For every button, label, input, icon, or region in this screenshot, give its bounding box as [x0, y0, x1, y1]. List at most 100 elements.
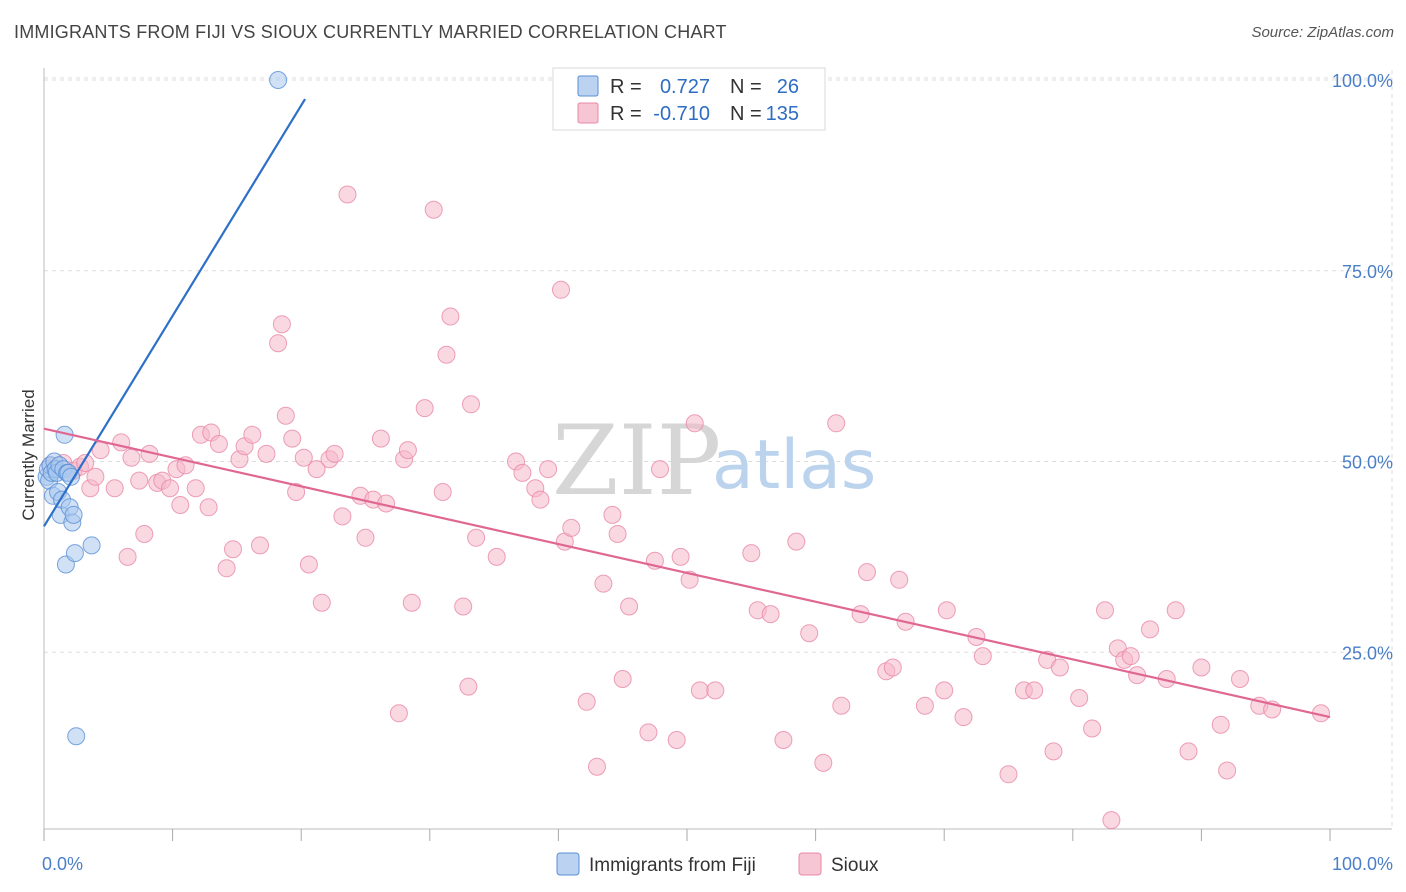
sioux-point-40	[307, 460, 326, 479]
sioux-point-35	[276, 406, 295, 425]
sioux-point-56	[424, 200, 443, 219]
sioux-point-63	[467, 528, 486, 547]
sioux-point-51	[389, 704, 408, 723]
legend-n-value-sioux: 135	[766, 103, 799, 125]
sioux-point-99	[858, 563, 876, 582]
sioux-point-96	[827, 414, 846, 433]
sioux-point-105	[935, 681, 954, 700]
sioux-point-116	[1070, 689, 1089, 707]
sioux-point-62	[462, 395, 480, 414]
sioux-point-72	[562, 518, 581, 537]
sioux-point-95	[814, 753, 833, 772]
sioux-point-82	[651, 460, 669, 479]
sioux-point-75	[594, 574, 613, 593]
fiji-trendline	[43, 98, 306, 527]
chart-source: Source: ZipAtlas.com	[1251, 24, 1394, 41]
sioux-point-59	[441, 307, 460, 326]
sioux-point-114	[1044, 742, 1063, 761]
watermark: ZIP atlas	[552, 405, 876, 517]
sioux-point-41	[312, 593, 331, 612]
sioux-point-97	[832, 696, 851, 715]
sioux-point-12	[130, 471, 149, 490]
sioux-point-70	[552, 280, 570, 299]
sioux-point-11	[122, 448, 141, 467]
sioux-point-49	[371, 429, 390, 448]
bottom-legend: Immigrants from Fiji Sioux	[556, 852, 879, 876]
bottom-legend-swatch-sioux	[798, 852, 822, 876]
y-axis-label: Currently Married	[19, 389, 38, 520]
legend-n-value-fiji: 26	[777, 76, 799, 98]
sioux-point-13	[135, 525, 154, 543]
legend: R = 0.727 N = 26 R = -0.710 N = 135	[552, 67, 826, 131]
sioux-point-92	[774, 731, 793, 749]
legend-n-label-fiji: N =	[730, 76, 762, 98]
y-tick-label-2: 75.0%	[1342, 262, 1393, 282]
sioux-point-119	[1102, 811, 1121, 830]
sioux-point-68	[531, 490, 550, 509]
sioux-point-36	[283, 429, 302, 448]
sioux-point-131	[1231, 670, 1249, 688]
sioux-point-84	[671, 547, 690, 566]
sioux-trendline	[43, 427, 1331, 719]
x-tick-label-0: 0.0%	[42, 854, 83, 874]
sioux-point-69	[539, 460, 558, 479]
sioux-point-43	[325, 444, 344, 463]
legend-r-label-fiji: R =	[610, 76, 642, 98]
sioux-point-126	[1166, 601, 1185, 620]
watermark-atlas: atlas	[712, 426, 876, 505]
sioux-point-47	[356, 528, 375, 547]
sioux-point-31	[251, 536, 269, 555]
sioux-point-23	[199, 498, 218, 517]
legend-r-value-fiji: 0.727	[660, 76, 710, 98]
sioux-point-80	[639, 723, 658, 742]
sioux-point-83	[667, 731, 686, 749]
legend-r-value-sioux: -0.710	[653, 103, 710, 125]
fiji-series	[37, 71, 288, 746]
sioux-point-10	[118, 547, 137, 566]
axes	[43, 68, 1392, 841]
sioux-point-130	[1218, 761, 1237, 780]
sioux-point-112	[1025, 681, 1044, 700]
sioux-point-30	[243, 425, 262, 444]
sioux-point-76	[603, 505, 622, 524]
sioux-point-44	[333, 507, 352, 526]
sioux-point-73	[577, 692, 596, 711]
sioux-point-66	[513, 463, 532, 482]
bottom-legend-swatch-fiji	[556, 852, 580, 876]
sioux-point-106	[937, 601, 956, 620]
sioux-point-107	[954, 708, 973, 727]
sioux-point-93	[787, 532, 806, 551]
sioux-point-17	[161, 479, 179, 498]
sioux-point-128	[1192, 658, 1211, 677]
sioux-point-55	[415, 399, 434, 418]
sioux-point-102	[890, 570, 909, 589]
sioux-point-26	[217, 559, 236, 578]
sioux-point-118	[1096, 601, 1114, 620]
sioux-point-6	[86, 467, 105, 486]
sioux-point-25	[209, 435, 228, 453]
fiji-point-23	[67, 727, 86, 746]
sioux-point-79	[620, 597, 639, 616]
chart-title: IMMIGRANTS FROM FIJI VS SIOUX CURRENTLY …	[14, 22, 727, 42]
sioux-point-54	[402, 593, 421, 612]
sioux-point-74	[588, 757, 606, 776]
y-tick-label-3: 100.0%	[1332, 71, 1393, 91]
sioux-point-21	[186, 479, 205, 498]
sioux-point-32	[257, 444, 276, 463]
sioux-point-57	[433, 483, 452, 501]
trendlines	[43, 98, 1331, 719]
sioux-point-110	[999, 765, 1018, 784]
sioux-point-27	[224, 540, 242, 559]
fiji-point-24	[82, 536, 101, 555]
sioux-point-58	[437, 345, 456, 364]
tick-labels: 25.0% 50.0% 75.0% 100.0% 0.0% 100.0%	[42, 71, 1393, 874]
sioux-point-89	[742, 544, 761, 563]
fiji-point-19	[62, 467, 80, 486]
sioux-point-127	[1179, 742, 1198, 761]
fiji-point-22	[65, 544, 84, 563]
x-tick-label-1: 100.0%	[1332, 854, 1393, 874]
sioux-point-53	[398, 441, 417, 460]
sioux-point-122	[1121, 647, 1140, 666]
bottom-legend-label-fiji: Immigrants from Fiji	[589, 855, 756, 876]
